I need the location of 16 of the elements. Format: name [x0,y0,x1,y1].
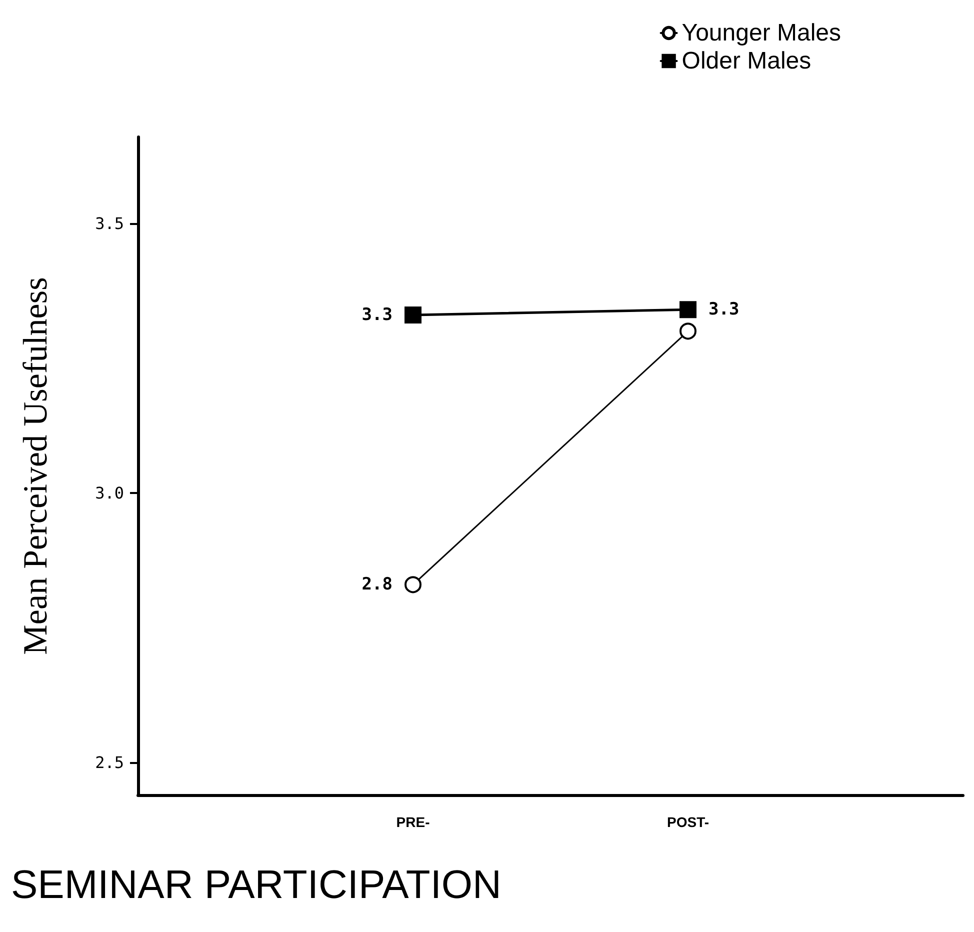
data-label: 3.3 [708,300,740,320]
point [680,301,696,318]
legend-label: Younger Males [682,20,842,46]
point [404,306,422,324]
data-label: 3.3 [362,304,392,325]
legend-label: Older Males [682,48,812,74]
y-tick-label: 3.5 [95,214,124,233]
point [404,576,422,594]
x-tick-label: POST- [666,814,710,830]
point [680,322,696,340]
y-axis-title: Mean Perceived Usefulness [18,277,54,655]
data-label: 2.8 [362,574,392,595]
y-tick-label: 3.0 [95,483,124,502]
x-tick-label: PRE- [396,814,430,830]
x-axis-title: SEMINAR PARTICIPATION [11,863,502,907]
y-tick-label: 2.5 [95,753,124,772]
